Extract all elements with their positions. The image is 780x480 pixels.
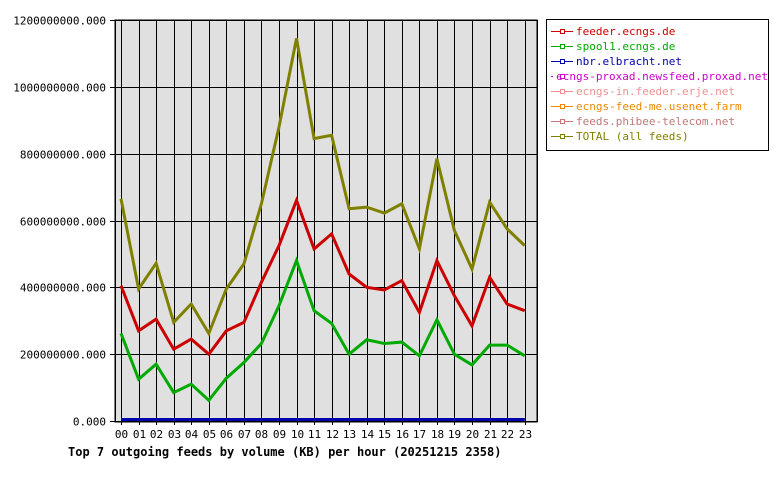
x-tick-label: 23 — [519, 428, 532, 441]
y-tick-label: 600000000.000 — [20, 216, 106, 229]
x-tick-label: 02 — [150, 428, 163, 441]
x-tick-label: 13 — [343, 428, 356, 441]
x-tick-label: 10 — [291, 428, 304, 441]
legend-item: ecngs-in.feeder.erje.net — [551, 84, 768, 99]
legend-line-marker-icon — [551, 72, 565, 81]
x-tick-label: 08 — [255, 428, 268, 441]
series-line-total-all-feeds- — [119, 38, 526, 337]
y-tick-label: 1200000000.000 — [13, 15, 106, 28]
x-tick-label: 14 — [361, 428, 375, 441]
legend-label: ecngs-feed-me.usenet.farm — [576, 100, 742, 113]
legend-label: ecngs-proxad.newsfeed.proxad.net — [556, 70, 768, 83]
x-tick-label: 17 — [413, 428, 426, 441]
y-tick-label: 200000000.000 — [20, 349, 106, 362]
x-tick-label: 12 — [326, 428, 339, 441]
legend-item: ecngs-proxad.newsfeed.proxad.net — [551, 69, 768, 84]
x-tick-label: 16 — [396, 428, 409, 441]
legend: feeder.ecngs.de spool1.ecngs.de nbr.elbrac… — [546, 19, 769, 151]
legend-line-marker-icon — [551, 87, 573, 96]
x-tick-label: 18 — [431, 428, 444, 441]
legend-line-marker-icon — [551, 42, 573, 51]
series-line-feeder-ecngs-de — [119, 196, 526, 357]
legend-label: spool1.ecngs.de — [576, 40, 676, 53]
legend-line-marker-icon — [551, 27, 573, 36]
legend-label: TOTAL (all feeds) — [576, 130, 689, 143]
legend-line-marker-icon — [551, 117, 573, 126]
x-tick-label: 04 — [185, 428, 199, 441]
grid-lines — [115, 20, 538, 422]
legend-label: feeder.ecngs.de — [576, 25, 676, 38]
x-tick-label: 21 — [484, 428, 497, 441]
x-tick-label: 20 — [466, 428, 479, 441]
series-lines — [119, 38, 526, 421]
x-axis: 00 01 02 03 04 05 06 07 08 09 10 11 12 13 14 15 16 17 18 19… — [115, 421, 532, 441]
x-tick-label: 05 — [203, 428, 216, 441]
chart-title: Top 7 outgoing feeds by volume (KB) per … — [68, 445, 501, 459]
x-tick-label: 00 — [115, 428, 128, 441]
y-tick-label: 0.000 — [73, 416, 106, 429]
x-tick-label: 11 — [308, 428, 321, 441]
y-axis: 0.000 200000000.000 400000000.000 600000000… — [13, 15, 115, 429]
legend-item: ecngs-feed-me.usenet.farm — [551, 99, 768, 114]
x-tick-label: 01 — [133, 428, 146, 441]
legend-item: spool1.ecngs.de — [551, 39, 768, 54]
x-tick-label: 07 — [238, 428, 251, 441]
y-tick-label: 1000000000.000 — [13, 82, 106, 95]
y-tick-label: 800000000.000 — [20, 149, 106, 162]
legend-label: ecngs-in.feeder.erje.net — [576, 85, 735, 98]
legend-line-marker-icon — [551, 102, 573, 111]
legend-item: feeder.ecngs.de — [551, 24, 768, 39]
x-tick-label: 03 — [168, 428, 181, 441]
y-tick-label: 400000000.000 — [20, 282, 106, 295]
legend-line-marker-icon — [551, 57, 573, 66]
series-line-spool1-ecngs-de — [119, 256, 526, 403]
legend-item: nbr.elbracht.net — [551, 54, 768, 69]
plot-frame — [115, 20, 538, 422]
legend-item: feeds.phibee-telecom.net — [551, 114, 768, 129]
x-tick-label: 06 — [220, 428, 233, 441]
legend-item: TOTAL (all feeds) — [551, 129, 768, 144]
x-tick-label: 22 — [501, 428, 514, 441]
legend-label: nbr.elbracht.net — [576, 55, 682, 68]
x-tick-label: 15 — [378, 428, 391, 441]
legend-line-marker-icon — [551, 132, 573, 141]
legend-label: feeds.phibee-telecom.net — [576, 115, 735, 128]
x-tick-label: 09 — [273, 428, 286, 441]
x-tick-label: 19 — [448, 428, 461, 441]
